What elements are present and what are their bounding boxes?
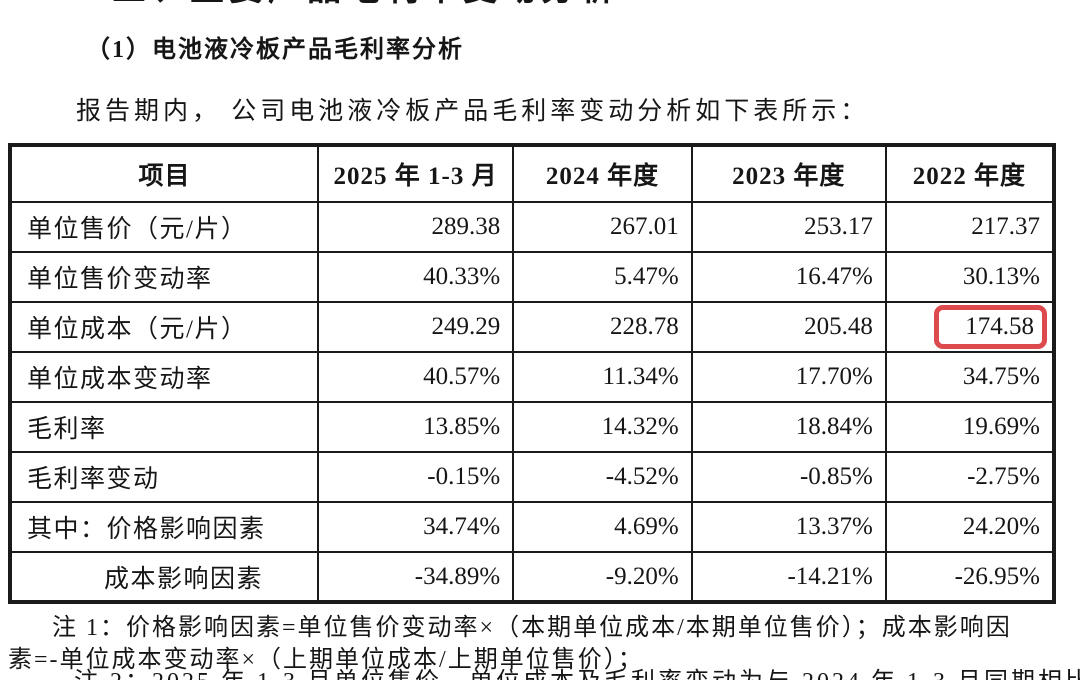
value-cell: 4.69%: [512, 501, 693, 553]
value-cell: 40.57%: [316, 351, 515, 403]
value-cell: 267.01: [512, 201, 693, 253]
value-cell: 13.85%: [316, 401, 515, 453]
value-cell: 16.47%: [690, 251, 887, 303]
row-unit-cost-change: 单位成本变动率 40.57% 11.34% 17.70% 34.75%: [9, 351, 1056, 403]
value-cell: 174.58: [884, 301, 1056, 353]
value-cell: 34.75%: [884, 351, 1056, 403]
col-header-2022: 2022 年度: [884, 144, 1056, 203]
value-cell: 205.48: [690, 301, 887, 353]
row-label: 毛利率变动: [9, 451, 319, 503]
highlight-box: 174.58: [934, 305, 1047, 349]
value-cell: -0.15%: [316, 451, 515, 503]
row-price-factor: 其中：价格影响因素 34.74% 4.69% 13.37% 24.20%: [9, 501, 1056, 553]
intro-paragraph: 报告期内， 公司电池液冷板产品毛利率变动分析如下表所示：: [76, 98, 870, 125]
value-cell: 24.20%: [884, 501, 1056, 553]
value-cell: 253.17: [690, 201, 887, 253]
value-cell: -0.85%: [690, 451, 887, 503]
row-label: 单位售价（元/片）: [9, 201, 319, 253]
value-cell: -26.95%: [884, 551, 1056, 603]
row-label: 单位成本（元/片）: [9, 301, 319, 353]
gross-margin-analysis-table: 项目 2025 年 1-3 月 2024 年度 2023 年度 2022 年度 …: [8, 143, 1056, 604]
value-cell: -9.20%: [512, 551, 693, 603]
value-cell: 14.32%: [512, 401, 693, 453]
row-gross-margin: 毛利率 13.85% 14.32% 18.84% 19.69%: [9, 401, 1056, 453]
col-header-2024: 2024 年度: [512, 144, 693, 203]
col-header-item: 项目: [9, 144, 319, 203]
note-2-clipped: 注 2：2025 年 1-3 月单位售价、单位成本及毛利率变动为与 2024 年…: [74, 668, 1080, 680]
row-label: 单位售价变动率: [9, 251, 319, 303]
value-cell: -14.21%: [690, 551, 887, 603]
row-cost-factor: 成本影响因素 -34.89% -9.20% -14.21% -26.95%: [9, 551, 1056, 603]
value-cell: 19.69%: [884, 401, 1056, 453]
value-cell: 30.13%: [884, 251, 1056, 303]
value-cell: 34.74%: [316, 501, 515, 553]
col-header-2023: 2023 年度: [690, 144, 887, 203]
value-cell: -4.52%: [512, 451, 693, 503]
col-header-2025q1: 2025 年 1-3 月: [316, 144, 515, 203]
value-cell: 18.84%: [690, 401, 887, 453]
row-unit-price-change: 单位售价变动率 40.33% 5.47% 16.47% 30.13%: [9, 251, 1056, 303]
value-cell: 13.37%: [690, 501, 887, 553]
value-cell: 5.47%: [512, 251, 693, 303]
value-cell: 249.29: [316, 301, 515, 353]
row-unit-price: 单位售价（元/片） 289.38 267.01 253.17 217.37: [9, 201, 1056, 253]
clipped-parent-heading: 三、主要产品毛利率变动分析: [112, 0, 619, 7]
row-unit-cost: 单位成本（元/片） 249.29 228.78 205.48 174.58: [9, 301, 1056, 353]
row-label: 毛利率: [9, 401, 319, 453]
value-cell: 289.38: [316, 201, 515, 253]
value-cell: 17.70%: [690, 351, 887, 403]
table-header-row: 项目 2025 年 1-3 月 2024 年度 2023 年度 2022 年度: [9, 144, 1056, 203]
value-cell: -34.89%: [316, 551, 515, 603]
value-cell: 217.37: [884, 201, 1056, 253]
value-cell: 11.34%: [512, 351, 693, 403]
row-label: 单位成本变动率: [9, 351, 319, 403]
row-gross-margin-change: 毛利率变动 -0.15% -4.52% -0.85% -2.75%: [9, 451, 1056, 503]
value-cell: 40.33%: [316, 251, 515, 303]
note-1-line-1: 注 1：价格影响因素=单位售价变动率×（本期单位成本/本期单位售价）；成本影响因: [52, 615, 1012, 641]
section-heading: （1）电池液冷板产品毛利率分析: [86, 37, 464, 63]
row-label: 其中：价格影响因素: [9, 501, 319, 553]
value-cell: 228.78: [512, 301, 693, 353]
note-1-line-2: 素=-单位成本变动率×（上期单位成本/上期单位售价）；: [8, 647, 644, 673]
value-cell: -2.75%: [884, 451, 1056, 503]
row-label: 成本影响因素: [9, 551, 319, 603]
